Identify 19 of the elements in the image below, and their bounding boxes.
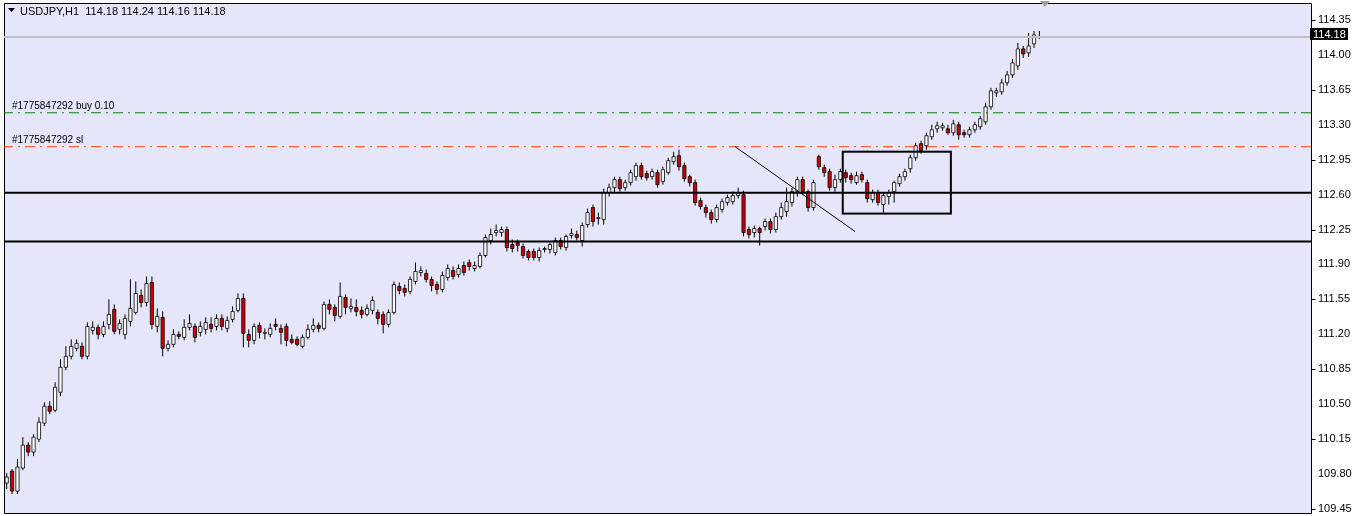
ref-line-label: 114.18 [1313,27,1346,40]
ref-line-label: #1775847292 sl [12,133,84,145]
y-tick-label: 112.95 [1318,152,1351,165]
y-tick-label: 110.15 [1318,432,1351,445]
y-tick-label: 110.50 [1318,397,1351,410]
y-tick-label: 112.25 [1318,222,1351,235]
chart-title: USDJPY,H1 114.18 114.24 114.16 114.18 [20,5,226,17]
y-tick-label: 113.30 [1318,117,1351,130]
y-tick-label: 109.45 [1318,502,1352,515]
y-tick-label: 114.00 [1318,47,1351,60]
y-tick-label: 111.90 [1318,257,1351,270]
y-tick-label: 111.55 [1318,292,1351,305]
y-tick-label: 109.80 [1318,467,1352,480]
y-tick-label: 114.35 [1318,12,1351,25]
ref-line-label: #1775847292 buy 0.10 [12,99,115,111]
y-tick-label: 112.60 [1318,187,1351,200]
y-tick-label: 110.85 [1318,362,1351,375]
y-tick-label: 113.65 [1318,82,1351,95]
y-tick-label: 111.20 [1318,327,1351,340]
